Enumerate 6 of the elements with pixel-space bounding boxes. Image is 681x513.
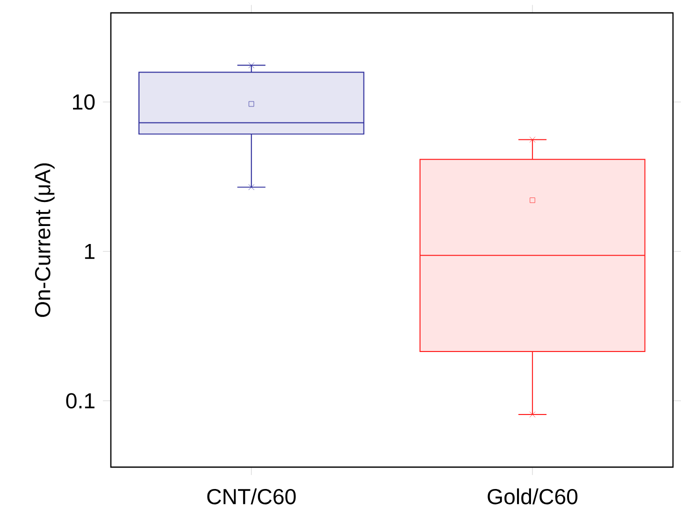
x-tick-label: Gold/C60: [488, 488, 578, 504]
y-tick-label: 0.1: [66, 393, 94, 409]
y-tick-label: 10: [73, 94, 95, 110]
y-tick-label: 1: [85, 244, 94, 260]
y-axis-title: On-Current (μA): [34, 164, 55, 318]
x-tick-label: CNT/C60: [207, 488, 296, 504]
